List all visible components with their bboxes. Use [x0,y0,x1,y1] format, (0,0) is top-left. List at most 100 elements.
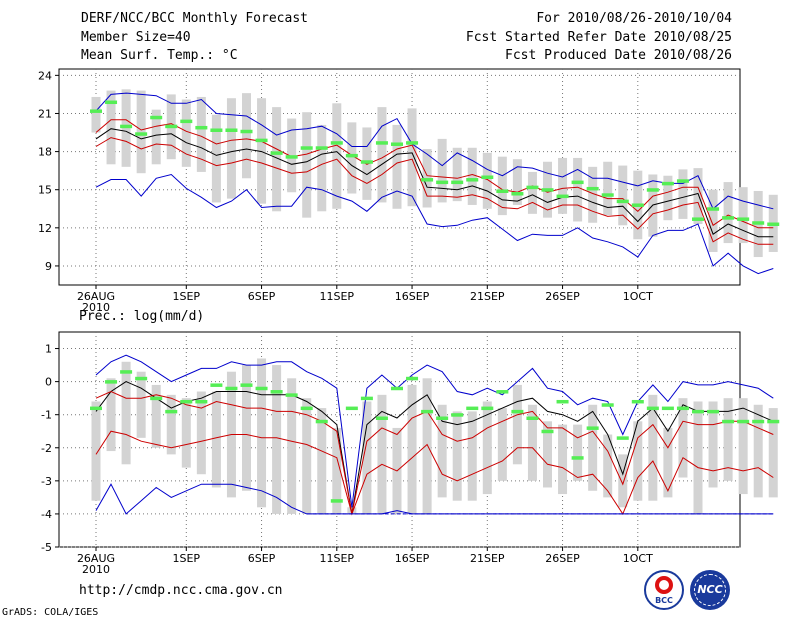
temp-ytick-label: 21 [38,107,52,120]
temp-series-ensemble-min [95,173,774,275]
variable-label: Mean Surf. Temp.: °C [81,48,238,63]
temp-marker [541,188,554,192]
prec-spread-box [678,398,688,478]
temp-marker [737,217,750,221]
temp-ytick-label: 15 [38,184,52,197]
temp-spread-box [512,159,522,205]
temp-marker [135,132,148,136]
prec-marker [240,383,253,387]
prec-spread-box [633,421,643,501]
temp-spread-box [467,147,477,205]
temp-marker [511,192,524,196]
prec-marker [511,409,524,414]
prec-marker [210,383,223,387]
temp-marker [285,155,298,159]
ncc-globe-icon [694,574,726,606]
prec-marker [315,419,328,424]
prec-marker [752,419,765,424]
prec-spread-box [573,424,583,481]
prec-spread-box [467,411,477,501]
prec-marker [360,396,373,401]
temp-spread-box [618,165,628,226]
prec-marker [375,416,388,420]
temp-marker [210,128,223,132]
prec-marker [692,409,704,414]
temp-marker [180,119,193,124]
temp-marker [391,142,403,146]
prec-spread-box [497,408,507,481]
temp-marker [722,216,735,220]
prec-series-ensemble-mean [95,381,774,514]
temp-xtick-label: 26SEP [545,290,580,303]
temp-marker [165,124,178,129]
temp-marker [676,179,689,183]
temp-xtick-label: 1OCT [623,290,653,303]
prec-spread-box [558,424,568,495]
temp-spread-box [211,114,221,203]
temp-spread-box [91,96,101,133]
prec-ytick-label: -2 [41,442,52,455]
temp-ytick-label: 12 [38,222,52,235]
temp-xtick-label: 26AUG [77,290,115,303]
temp-spread-box [558,157,568,214]
prec-spread-box [121,361,131,465]
temp-marker [375,141,388,145]
prec-marker [285,393,298,397]
prec-marker [631,399,644,404]
prec-xtick-label: 26SEP [545,552,580,565]
source-url[interactable]: http://cmdp.ncc.cma.gov.cn [79,583,283,598]
temp-marker [421,178,434,182]
prec-marker [526,416,539,420]
prec-marker [195,399,208,404]
prec-series-ensemble-max [95,354,774,508]
temp-marker [330,141,343,145]
prec-marker [120,370,133,374]
member-size: Member Size=40 [81,30,191,45]
prec-spread-box [196,391,206,475]
prec-spread-box [317,408,327,514]
prec-spread-box [211,391,221,488]
prec-ytick-label: -4 [41,508,52,521]
prec-marker [330,499,343,503]
temp-series-upper-quantile [95,119,774,229]
temp-spread-box [497,156,507,216]
prec-marker [165,409,178,414]
temp-marker [571,180,584,185]
temp-marker [526,185,539,190]
temp-xtick-label: 1SEP [173,290,201,303]
temp-marker [105,100,118,105]
prec-xtick-label: 1SEP [173,552,201,565]
prec-spread-box [603,434,613,498]
prec-ytick-label: 0 [45,376,52,389]
prec-marker [255,386,268,391]
prec-spread-box [753,404,763,498]
temp-spread-box [452,147,462,202]
temp-marker [586,186,599,191]
prec-spread-box [272,365,282,514]
temp-xtick-label: 21SEP [470,290,505,303]
temp-marker [631,203,644,207]
prec-marker [300,406,313,411]
temp-spread-box [603,161,613,216]
prec-marker [556,399,569,404]
prec-spread-box [663,427,673,498]
prec-marker [406,376,419,381]
prec-spread-box [422,378,432,514]
temp-marker [646,188,659,192]
prec-series-upper-quantile [95,390,774,515]
prec-marker [451,413,464,417]
temp-marker [692,217,704,221]
temp-spread-box [257,98,267,204]
prec-spread-box [693,401,703,514]
temp-spread-box [573,157,583,222]
prec-spread-box [242,365,251,491]
prec-marker [646,406,659,411]
prec-spread-box [362,401,372,514]
prec-xtick-label: 16SEP [395,552,430,565]
prec-ytick-label: -1 [41,409,52,422]
temp-marker [345,153,358,158]
prec-marker [225,386,238,391]
temp-spread-box [347,122,357,194]
temp-spread-box [678,169,688,219]
prec-spread-box [106,378,116,452]
